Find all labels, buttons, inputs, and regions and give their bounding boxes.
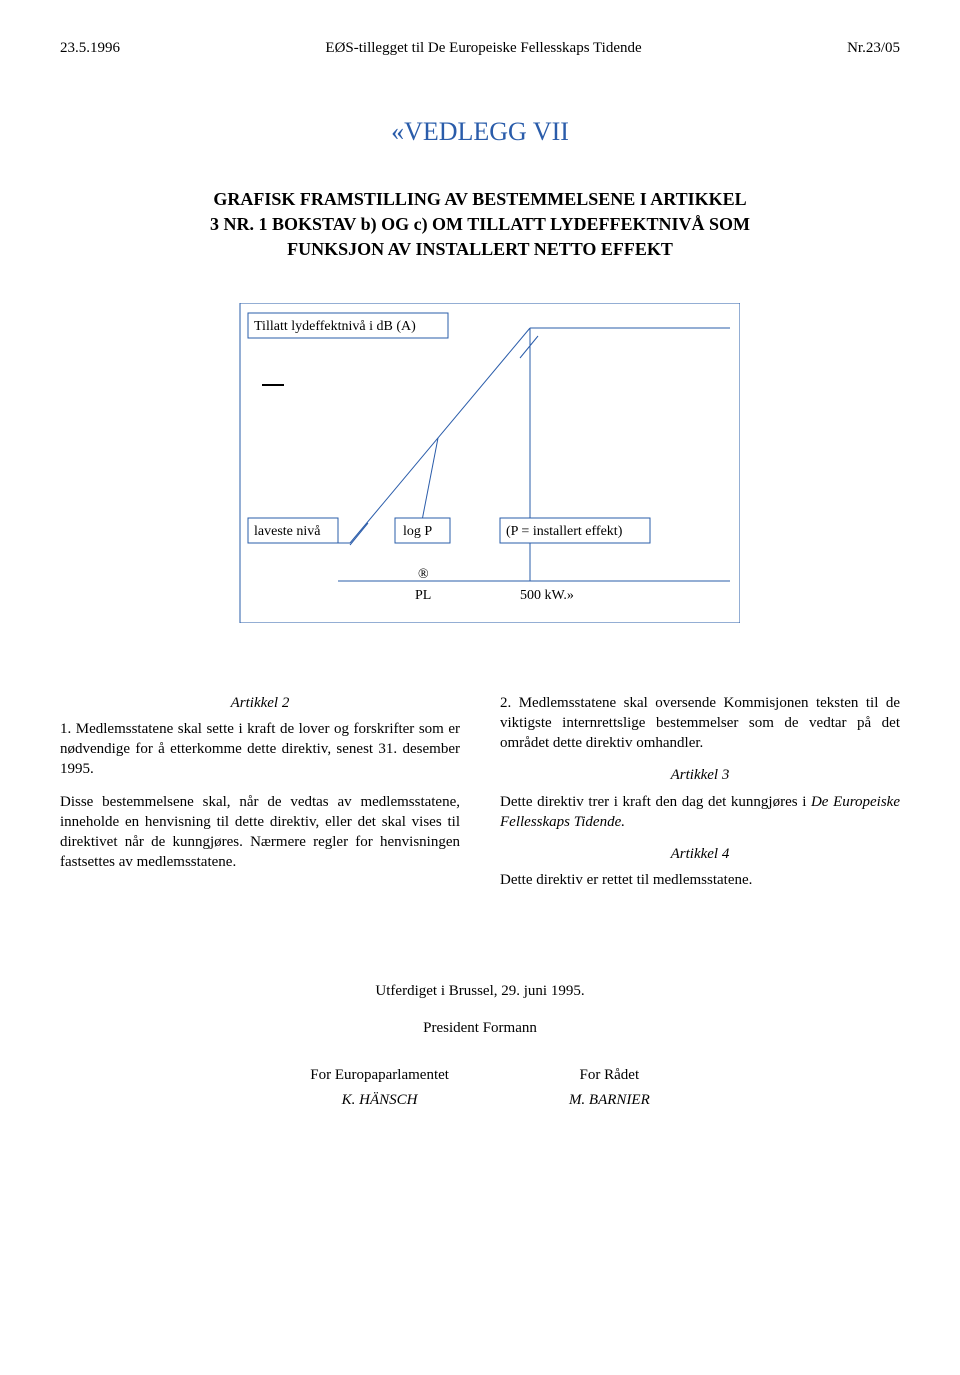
annex-title: «VEDLEGG VII <box>60 117 900 147</box>
signature-right: For Rådet M. BARNIER <box>569 1067 650 1109</box>
signature-left: For Europaparlamentet K. HÄNSCH <box>310 1067 449 1109</box>
footer-block: Utferdiget i Brussel, 29. juni 1995. Pre… <box>60 983 900 1109</box>
sign-right-for: For Rådet <box>569 1067 650 1084</box>
footer-president: President Formann <box>60 1020 900 1037</box>
right-column: 2. Medlemsstatene skal oversende Kommisj… <box>500 693 900 903</box>
noise-level-diagram: Tillatt lydeffektnivå i dB (A) laveste ni… <box>220 303 740 623</box>
article-2-para-2: Disse bestemmelsene skal, når de vedtas … <box>60 792 460 873</box>
subtitle-block: GRAFISK FRAMSTILLING AV BESTEMMELSENE I … <box>60 187 900 263</box>
svg-text:PL: PL <box>415 588 431 603</box>
article-3-para-1: Dette direktiv trer i kraft den dag det … <box>500 792 900 833</box>
article-3-text-a: Dette direktiv trer i kraft den dag det … <box>500 794 811 810</box>
svg-text:®: ® <box>418 567 429 582</box>
header-title: EØS-tillegget til De Europeiske Fellessk… <box>120 40 847 57</box>
page-header: 23.5.1996 EØS-tillegget til De Europeisk… <box>60 40 900 57</box>
left-column: Artikkel 2 1. Medlemsstatene skal sette … <box>60 693 460 903</box>
svg-text:(P = installert effekt): (P = installert effekt) <box>506 524 623 539</box>
chart-container: Tillatt lydeffektnivå i dB (A) laveste ni… <box>60 303 900 623</box>
subtitle-line-3: FUNKSJON AV INSTALLERT NETTO EFFEKT <box>60 237 900 262</box>
subtitle-line-1: GRAFISK FRAMSTILLING AV BESTEMMELSENE I … <box>60 187 900 212</box>
article-4-para-1: Dette direktiv er rettet til medlemsstat… <box>500 870 900 890</box>
article-4-heading: Artikkel 4 <box>500 844 900 864</box>
svg-text:500 kW.»: 500 kW.» <box>520 588 574 603</box>
article-2-para-3: 2. Medlemsstatene skal oversende Kommisj… <box>500 693 900 754</box>
subtitle-line-2: 3 NR. 1 BOKSTAV b) OG c) OM TILLATT LYDE… <box>60 212 900 237</box>
header-page-number: Nr.23/05 <box>847 40 900 57</box>
article-2-heading: Artikkel 2 <box>60 693 460 713</box>
svg-text:Tillatt lydeffektnivå i dB (A): Tillatt lydeffektnivå i dB (A) <box>254 319 416 334</box>
document-page: 23.5.1996 EØS-tillegget til De Europeisk… <box>0 0 960 1375</box>
header-date: 23.5.1996 <box>60 40 120 57</box>
articles-columns: Artikkel 2 1. Medlemsstatene skal sette … <box>60 693 900 903</box>
article-3-heading: Artikkel 3 <box>500 765 900 785</box>
sign-left-for: For Europaparlamentet <box>310 1067 449 1084</box>
svg-text:laveste nivå: laveste nivå <box>254 524 321 539</box>
article-2-para-1: 1. Medlemsstatene skal sette i kraft de … <box>60 719 460 780</box>
svg-text:log P: log P <box>403 524 432 539</box>
signature-row: For Europaparlamentet K. HÄNSCH For Råde… <box>60 1067 900 1109</box>
sign-left-name: K. HÄNSCH <box>310 1092 449 1109</box>
footer-place-date: Utferdiget i Brussel, 29. juni 1995. <box>60 983 900 1000</box>
sign-right-name: M. BARNIER <box>569 1092 650 1109</box>
